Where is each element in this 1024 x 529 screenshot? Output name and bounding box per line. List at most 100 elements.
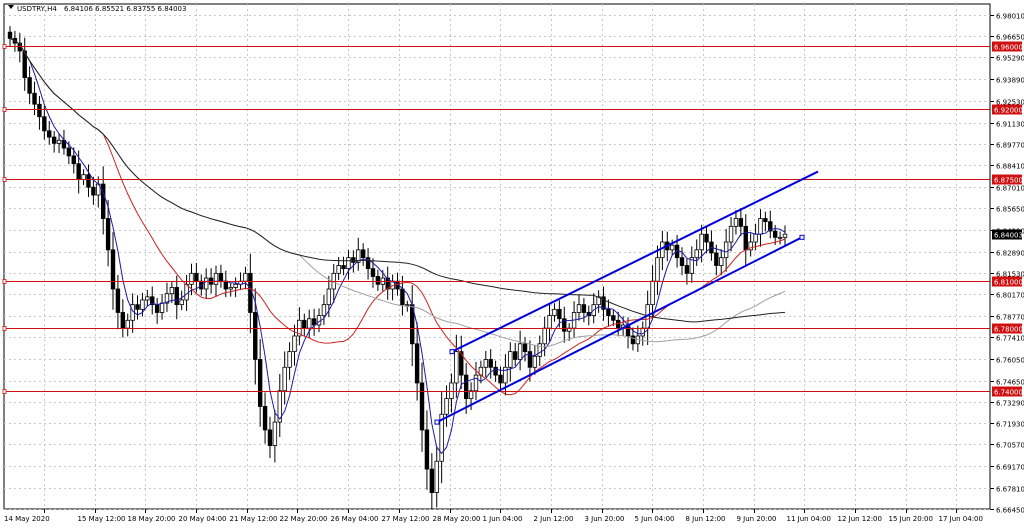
y-tick-label: 6.95290 xyxy=(996,55,1024,63)
candle-body xyxy=(346,257,351,270)
candle-body xyxy=(159,302,165,313)
candle-body xyxy=(86,174,91,188)
candle-body xyxy=(728,225,734,243)
candle-body xyxy=(508,351,513,368)
candle-body xyxy=(110,249,116,290)
x-tick-label: 14 May 2020 xyxy=(4,515,50,523)
candle-body xyxy=(723,241,729,259)
candle-body xyxy=(699,233,704,251)
candle-body xyxy=(679,257,685,266)
level-price-label: 6.81000 xyxy=(994,279,1023,287)
candle-body xyxy=(714,252,719,266)
candle-body xyxy=(120,312,126,329)
candle-body xyxy=(287,351,292,368)
candle-body xyxy=(228,287,233,290)
level-anchor xyxy=(2,279,7,284)
candle-body xyxy=(596,296,601,306)
candle-body xyxy=(71,155,76,165)
x-tick-label: 21 May 12:00 xyxy=(230,515,278,523)
candle-body xyxy=(616,319,621,329)
candle-body xyxy=(7,31,13,39)
candle-body xyxy=(213,272,219,285)
candle-body xyxy=(424,429,430,470)
channel-lower-line xyxy=(436,236,803,423)
level-price-label: 6.74000 xyxy=(994,389,1023,397)
candle-body xyxy=(154,304,160,313)
level-anchor xyxy=(2,44,7,49)
candle-body xyxy=(365,257,371,270)
candle-body xyxy=(22,50,27,78)
candle-body xyxy=(360,249,366,259)
candle-body xyxy=(488,359,493,368)
candle-body xyxy=(174,287,179,306)
y-tick-label: 6.89770 xyxy=(996,142,1024,150)
candle-body xyxy=(326,288,332,306)
candle-body xyxy=(267,429,273,446)
y-tick-label: 6.91130 xyxy=(996,121,1024,129)
candle-body xyxy=(257,359,263,407)
x-tick-label: 8 Jun 12:00 xyxy=(686,515,726,523)
candle-body xyxy=(351,257,356,263)
candle-body xyxy=(522,343,528,353)
candle-body xyxy=(356,249,361,263)
candle-body xyxy=(223,280,229,290)
y-tick-label: 6.76050 xyxy=(996,357,1024,365)
moving-average-2 xyxy=(9,37,786,396)
candle-body xyxy=(115,288,121,313)
x-tick-label: 27 May 12:00 xyxy=(382,515,430,523)
level-price-box xyxy=(992,174,1022,185)
candle-body xyxy=(684,265,690,274)
y-tick-label: 6.73290 xyxy=(996,400,1024,408)
candle-body xyxy=(164,293,170,304)
x-tick-label: 3 Jun 20:00 xyxy=(585,515,625,523)
candle-body xyxy=(42,116,47,132)
candle-body xyxy=(419,382,425,431)
candle-body xyxy=(233,283,238,288)
candle-body xyxy=(105,218,111,251)
candle-body xyxy=(650,280,655,306)
level-price-label: 6.87500 xyxy=(994,177,1023,185)
level-price-box xyxy=(992,386,1022,397)
candle-body xyxy=(292,335,297,353)
symbol-label[interactable]: USDTRY,H4 xyxy=(17,5,57,13)
candle-body xyxy=(307,318,312,329)
candle-body xyxy=(135,304,140,310)
candle-body xyxy=(204,277,209,290)
candle-body xyxy=(704,233,709,243)
y-tick-label: 6.87010 xyxy=(996,185,1024,193)
candle-body xyxy=(400,288,405,306)
y-tick-label: 6.66450 xyxy=(996,507,1024,515)
x-tick-label: 2 Jun 12:00 xyxy=(534,515,574,523)
candle-body xyxy=(547,315,552,329)
candle-body xyxy=(76,163,81,180)
candle-body xyxy=(336,265,341,274)
candle-body xyxy=(91,186,96,196)
candle-body xyxy=(51,136,57,144)
level-anchor xyxy=(2,389,7,394)
level-anchor xyxy=(2,107,7,112)
candle-body xyxy=(483,359,488,368)
candle-body xyxy=(449,382,454,400)
candle-body xyxy=(272,421,278,446)
level-anchor xyxy=(2,177,7,182)
level-price-box xyxy=(992,41,1022,52)
candle-body xyxy=(513,351,518,360)
plot-frame xyxy=(3,3,991,510)
candle-body xyxy=(694,249,699,259)
candle-body xyxy=(444,398,449,415)
candle-body xyxy=(493,366,498,376)
channel-handle xyxy=(434,419,440,425)
candle-body xyxy=(503,366,508,384)
candle-body xyxy=(439,413,444,462)
candle-body xyxy=(100,183,106,219)
candle-body xyxy=(47,130,52,138)
candle-body xyxy=(125,319,130,329)
candle-body xyxy=(689,257,695,274)
candle-body xyxy=(537,343,542,357)
candle-body xyxy=(169,287,175,295)
channel-upper-line xyxy=(451,170,819,353)
candle-body xyxy=(768,221,773,232)
candle-body xyxy=(527,351,533,368)
